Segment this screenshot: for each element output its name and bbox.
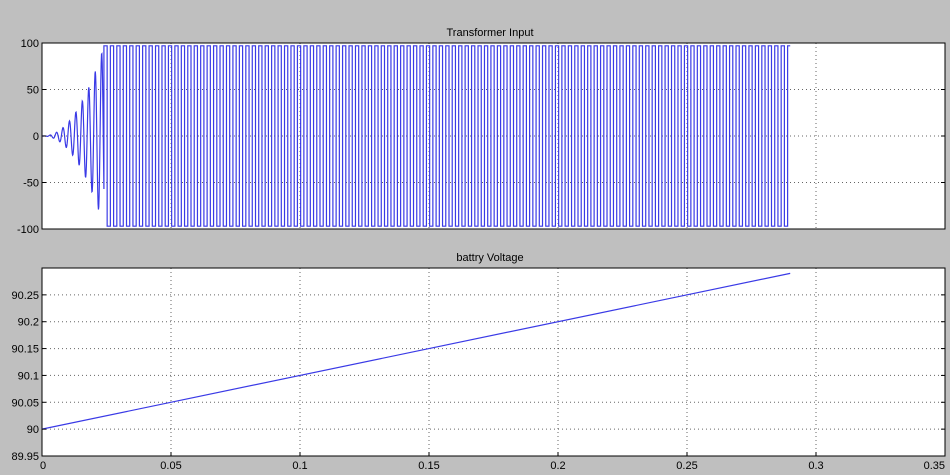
y-tick-label: 50: [27, 85, 39, 97]
y-tick-label: 0: [33, 131, 39, 143]
x-tick-label: 0.15: [418, 460, 439, 472]
x-tick-label: 0.05: [160, 460, 181, 472]
y-tick-label: -100: [17, 224, 39, 236]
y-tick-label: -50: [23, 178, 39, 190]
battery-voltage-y-ticks: 90.25 90.2 90.15 90.1 90.05 90 89.95: [11, 290, 945, 463]
y-tick-label: 100: [21, 38, 39, 50]
x-tick-label: 0.25: [676, 460, 697, 472]
y-tick-label: 90.1: [18, 370, 39, 382]
y-tick-label: 90.05: [11, 397, 39, 409]
battery-voltage-plot-area: [41, 267, 946, 457]
transformer-input-axes: Transformer Input 100 50 0 -50 -100: [17, 27, 946, 236]
y-tick-label: 90.25: [11, 290, 39, 302]
y-tick-label: 90: [27, 424, 39, 436]
transformer-input-title: Transformer Input: [446, 27, 533, 39]
battery-voltage-title: battry Voltage: [456, 252, 523, 264]
x-tick-label: 0.35: [924, 460, 945, 472]
x-tick-label: 0.2: [550, 460, 565, 472]
y-tick-label: 90.15: [11, 344, 39, 356]
x-tick-label: 0.1: [292, 460, 307, 472]
x-tick-label: 0.3: [808, 460, 823, 472]
battery-voltage-trace: [41, 272, 791, 430]
transformer-input-grid: [42, 43, 945, 229]
battery-voltage-axes: battry Voltage 90.2590.290.1590.190.0590…: [11, 252, 946, 472]
transformer-input-y-ticks: 100 50 0 -50 -100: [17, 38, 945, 236]
transformer-input-trace: [42, 45, 791, 227]
battery-voltage-grid: [42, 268, 945, 456]
y-tick-label: 90.2: [18, 317, 39, 329]
x-tick-label: 0: [40, 460, 46, 472]
y-tick-label: 89.95: [11, 451, 39, 463]
battery-voltage-x-ticks: 0 0.05 0.1 0.15 0.2 0.25 0.3 0.35: [40, 452, 946, 472]
transformer-input-plot-area: [41, 42, 946, 230]
